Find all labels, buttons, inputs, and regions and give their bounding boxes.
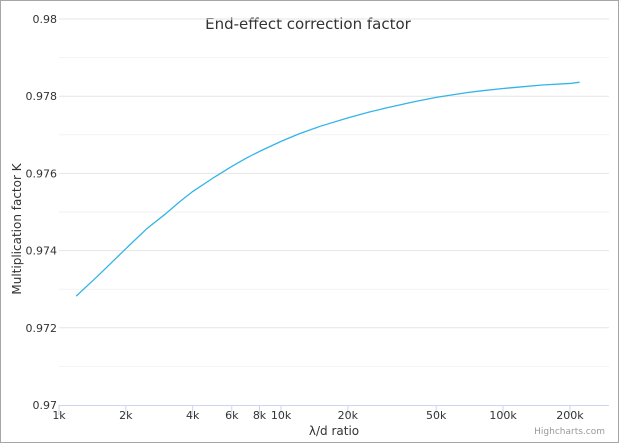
y-tick-label: 0.976 (26, 167, 58, 180)
series-layer (75, 81, 580, 297)
credits-link[interactable]: Highcharts.com (534, 427, 605, 437)
y-tick-label: 0.974 (26, 245, 58, 258)
x-tick-label: 50k (426, 409, 447, 422)
y-tick-label: 0.97 (33, 399, 58, 412)
x-tick-label: 1k (52, 409, 66, 422)
x-tick-label: 8k (253, 409, 267, 422)
series-line[interactable] (75, 81, 580, 297)
x-tick-label: 10k (271, 409, 292, 422)
y-tick-label: 0.972 (26, 322, 58, 335)
grid-lines (59, 18, 609, 367)
x-axis: 1k 2k 4k 6k 8k 10k 20k 50k 100k 200k (52, 405, 609, 422)
x-tick-label: 200k (556, 409, 584, 422)
y-axis: 0.97 0.972 0.974 0.976 0.978 0.98 (26, 13, 58, 412)
y-tick-label: 0.98 (33, 13, 58, 26)
x-tick-label: 6k (225, 409, 239, 422)
x-tick-label: 100k (489, 409, 517, 422)
x-tick-label: 2k (119, 409, 133, 422)
x-tick-label: 20k (338, 409, 359, 422)
y-tick-label: 0.978 (26, 90, 58, 103)
y-axis-title: Multiplication factor K (10, 162, 24, 294)
x-axis-title: λ/d ratio (309, 424, 359, 438)
x-tick-label: 4k (186, 409, 200, 422)
chart-title: End-effect correction factor (205, 15, 412, 33)
